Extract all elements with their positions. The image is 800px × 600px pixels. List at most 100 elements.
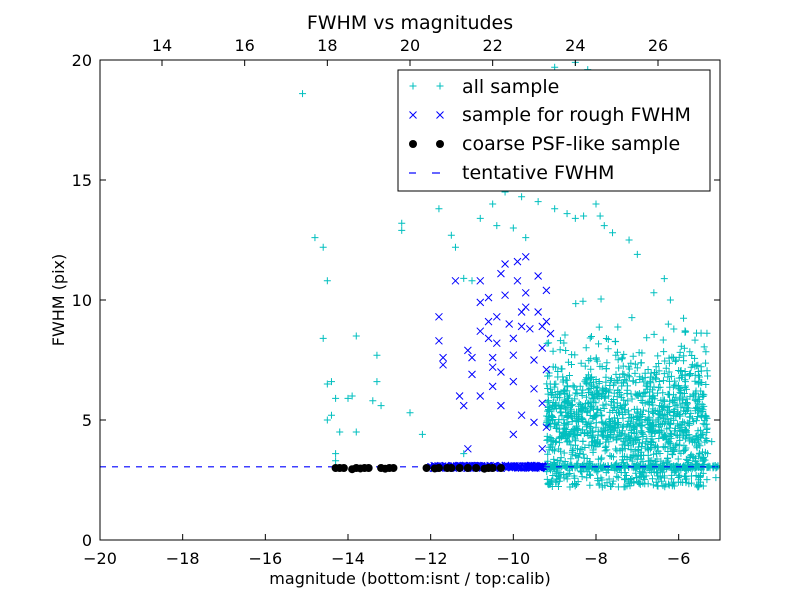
data-point-cluster	[600, 387, 608, 395]
data-point-cluster	[550, 455, 558, 463]
data-point-cluster	[643, 334, 651, 342]
data-point-cluster	[613, 472, 621, 480]
data-point	[451, 243, 459, 251]
data-point-cluster	[654, 482, 662, 490]
data-point-cluster	[567, 429, 575, 437]
data-point-cluster	[583, 455, 591, 462]
data-point	[476, 276, 485, 285]
data-point-cluster	[674, 422, 682, 430]
data-point-cluster	[635, 417, 643, 425]
data-point-cluster	[572, 451, 580, 459]
data-point-cluster	[688, 352, 696, 360]
data-point-cluster	[582, 376, 590, 384]
data-point-cluster	[563, 462, 571, 470]
data-point-cluster	[651, 368, 659, 376]
data-point-cluster	[702, 348, 710, 356]
data-point-cluster	[638, 468, 646, 476]
data-point	[418, 430, 426, 438]
data-point-cluster	[604, 335, 612, 343]
data-point	[311, 234, 319, 242]
data-point-cluster	[605, 475, 613, 483]
data-point	[666, 296, 674, 304]
data-point-cluster	[692, 464, 700, 472]
data-point-cluster	[663, 425, 671, 433]
x-tick-label: −12	[414, 549, 448, 568]
data-point-cluster	[657, 427, 665, 435]
data-point-cluster	[556, 474, 564, 482]
data-point-cluster	[651, 428, 659, 436]
data-point-cluster	[578, 389, 586, 397]
data-point	[513, 257, 522, 266]
data-point-cluster	[640, 390, 648, 398]
data-point-cluster	[615, 364, 623, 372]
data-point-cluster	[563, 438, 571, 446]
data-point-cluster	[685, 419, 693, 427]
data-point-cluster	[627, 445, 635, 453]
data-point-cluster	[679, 393, 687, 401]
data-point-cluster	[688, 361, 696, 369]
data-point-cluster	[548, 483, 556, 491]
data-point-cluster	[568, 360, 576, 368]
data-point-cluster	[595, 481, 603, 489]
data-point-cluster	[549, 463, 557, 471]
data-point-cluster	[677, 403, 685, 411]
data-point-cluster	[694, 368, 702, 376]
data-point-cluster	[570, 425, 578, 433]
data-point	[509, 334, 518, 343]
data-point-cluster	[589, 446, 597, 454]
data-point	[691, 457, 699, 465]
data-point-cluster	[609, 381, 617, 389]
data-point-cluster	[635, 349, 643, 357]
data-point	[501, 291, 509, 300]
data-point-cluster	[545, 369, 553, 377]
data-point-cluster	[595, 323, 603, 331]
data-point-cluster	[612, 351, 620, 359]
data-point-cluster	[685, 437, 693, 445]
data-point-cluster	[614, 356, 622, 364]
data-point-cluster	[603, 479, 611, 487]
data-point-cluster	[609, 434, 617, 442]
data-point-cluster	[641, 464, 649, 472]
data-point	[517, 322, 526, 331]
data-point-cluster	[595, 340, 603, 348]
top-tick-label: 14	[152, 36, 172, 55]
data-point-cluster	[681, 328, 689, 336]
data-point	[542, 286, 551, 295]
data-point-cluster	[577, 359, 585, 367]
data-point-cluster	[697, 472, 705, 480]
data-point-cluster	[646, 377, 654, 385]
data-point-cluster	[600, 431, 608, 439]
legend-marker	[409, 140, 417, 148]
data-point-cluster	[631, 369, 639, 377]
data-point-cluster	[627, 390, 635, 398]
data-point-cluster	[650, 450, 658, 458]
data-point-cluster	[624, 417, 632, 425]
data-point-cluster	[664, 407, 672, 415]
data-point-cluster	[661, 432, 669, 440]
data-point	[488, 353, 497, 362]
data-point	[459, 401, 468, 410]
data-point-cluster	[575, 399, 583, 407]
data-point	[472, 464, 481, 472]
data-point-cluster	[649, 422, 657, 430]
data-point-cluster	[612, 338, 620, 346]
data-point-cluster	[597, 455, 605, 463]
data-point-cluster	[573, 390, 581, 398]
data-point-cluster	[669, 446, 677, 454]
data-point-cluster	[604, 345, 612, 353]
data-point-cluster	[648, 438, 656, 446]
top-tick-label: 22	[482, 36, 502, 55]
legend-marker	[409, 82, 417, 90]
data-point	[497, 269, 505, 278]
data-point-cluster	[661, 402, 669, 410]
data-point-cluster	[586, 403, 594, 411]
top-tick-label: 20	[400, 36, 420, 55]
data-point-cluster	[565, 372, 573, 380]
legend-marker	[436, 111, 444, 119]
data-point-cluster	[682, 427, 690, 435]
data-point-cluster	[561, 331, 569, 339]
data-point-cluster	[691, 371, 699, 379]
data-point-cluster	[568, 351, 576, 359]
data-point-cluster	[644, 398, 652, 406]
data-point-cluster	[702, 380, 710, 388]
